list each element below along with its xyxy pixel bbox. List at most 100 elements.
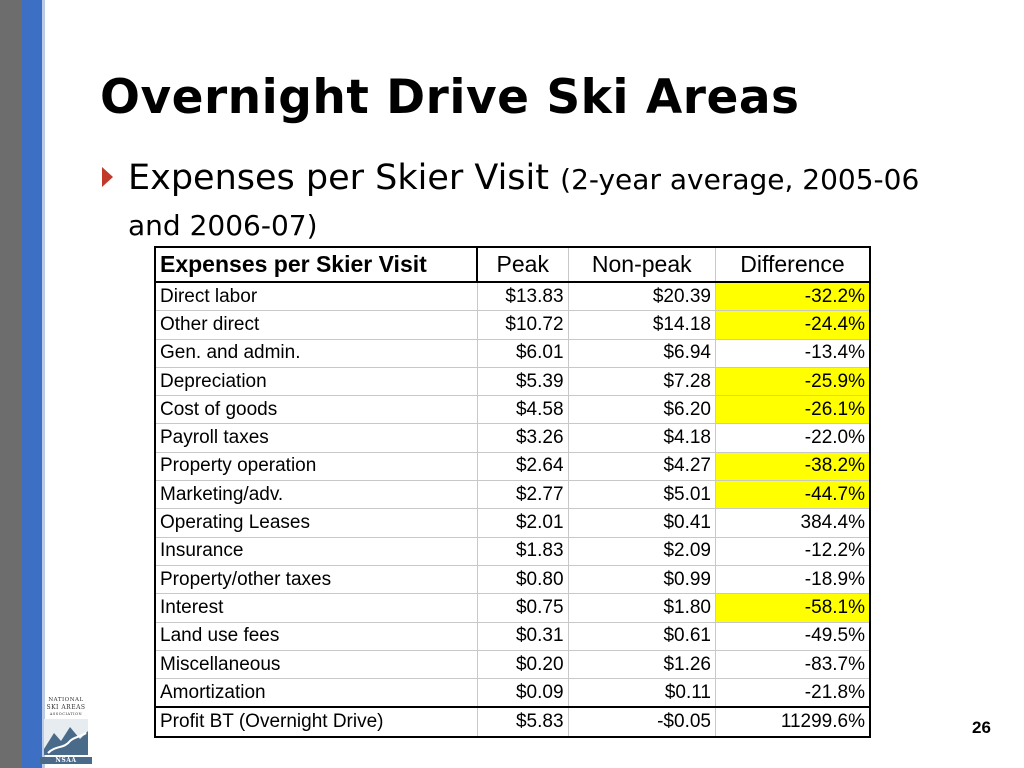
table-row: Land use fees $0.31 $0.61 -49.5% (155, 621, 870, 651)
difference-value: -83.7% (714, 649, 870, 679)
peak-value: $2.77 (476, 480, 569, 509)
peak-value: $0.20 (476, 649, 569, 679)
peak-value: $0.09 (476, 678, 569, 708)
header-peak: Peak (476, 247, 569, 283)
nonpeak-value: $4.27 (567, 451, 716, 481)
bullet-arrow-icon (102, 167, 113, 187)
difference-value: -32.2% (714, 281, 870, 311)
nonpeak-value: $7.28 (567, 366, 716, 396)
table-header-row: Expenses per Skier Visit Peak Non-peak D… (155, 247, 870, 283)
peak-value: $5.39 (476, 366, 569, 396)
nonpeak-value: $14.18 (567, 310, 716, 340)
left-gray-bar (0, 0, 22, 768)
peak-value: $2.01 (476, 508, 569, 538)
expenses-table: Expenses per Skier Visit Peak Non-peak D… (154, 246, 871, 738)
left-blue-bar (22, 0, 42, 768)
header-nonpeak: Non-peak (567, 247, 716, 283)
difference-value: -13.4% (714, 338, 870, 368)
table-row: Amortization $0.09 $0.11 -21.8% (155, 678, 870, 708)
left-light-bar (42, 0, 45, 768)
peak-value: $1.83 (476, 536, 569, 566)
table-row: Cost of goods $4.58 $6.20 -26.1% (155, 395, 870, 424)
row-label: Interest (155, 593, 477, 623)
difference-value: -38.2% (714, 451, 870, 481)
peak-value: $4.58 (476, 395, 569, 424)
difference-value: -26.1% (714, 395, 870, 424)
row-label: Gen. and admin. (155, 338, 477, 368)
nonpeak-value: $6.94 (567, 338, 716, 368)
difference-value: -18.9% (714, 564, 870, 594)
logo-line-4: NSAA (40, 757, 92, 764)
table-row: Property operation $2.64 $4.27 -38.2% (155, 451, 870, 481)
total-label: Profit BT (Overnight Drive) (155, 706, 477, 737)
table-row: Gen. and admin. $6.01 $6.94 -13.4% (155, 338, 870, 368)
logo-line-1: NATIONAL (48, 697, 84, 703)
nonpeak-value: $0.61 (567, 621, 716, 651)
table-row: Other direct $10.72 $14.18 -24.4% (155, 310, 870, 340)
total-difference-value: 11299.6% (714, 706, 870, 737)
mountain-logo-icon (44, 719, 88, 755)
difference-value: 384.4% (714, 508, 870, 538)
logo-line-2: SKI AREAS (46, 704, 86, 711)
row-label: Operating Leases (155, 508, 477, 538)
header-expense-category: Expenses per Skier Visit (155, 247, 478, 283)
nonpeak-value: $6.20 (567, 395, 716, 424)
table-row: Interest $0.75 $1.80 -58.1% (155, 593, 870, 623)
row-label: Miscellaneous (155, 649, 477, 679)
bullet-note-text: (2-year average, 2005-06 and 2006-07) (128, 163, 920, 242)
logo-line-3: ASSOCIATION (49, 712, 83, 716)
row-label: Insurance (155, 536, 477, 566)
bullet-text: Expenses per Skier Visit (2-year average… (128, 156, 948, 248)
nonpeak-value: $0.99 (567, 564, 716, 594)
table-row: Marketing/adv. $2.77 $5.01 -44.7% (155, 480, 870, 509)
difference-value: -21.8% (714, 678, 870, 708)
row-label: Amortization (155, 678, 477, 708)
slide-title: Overnight Drive Ski Areas (100, 70, 800, 125)
peak-value: $2.64 (476, 451, 569, 481)
row-label: Other direct (155, 310, 477, 340)
header-difference: Difference (714, 247, 870, 283)
nonpeak-value: $20.39 (567, 281, 716, 311)
nsaa-logo: NATIONAL SKI AREAS ASSOCIATION NSAA (40, 697, 92, 767)
peak-value: $3.26 (476, 423, 569, 453)
row-label: Cost of goods (155, 395, 477, 424)
table-total-row: Profit BT (Overnight Drive) $5.83 -$0.05… (155, 706, 870, 737)
table-row: Miscellaneous $0.20 $1.26 -83.7% (155, 649, 870, 679)
nonpeak-value: $1.26 (567, 649, 716, 679)
peak-value: $0.80 (476, 564, 569, 594)
nonpeak-value: $1.80 (567, 593, 716, 623)
difference-value: -24.4% (714, 310, 870, 340)
peak-value: $6.01 (476, 338, 569, 368)
bullet-main-text: Expenses per Skier Visit (128, 158, 549, 198)
table-row: Direct labor $13.83 $20.39 -32.2% (155, 281, 870, 311)
peak-value: $13.83 (476, 281, 569, 311)
difference-value: -49.5% (714, 621, 870, 651)
row-label: Marketing/adv. (155, 480, 477, 509)
total-peak-value: $5.83 (476, 706, 569, 737)
difference-value: -25.9% (714, 366, 870, 396)
row-label: Depreciation (155, 366, 477, 396)
nonpeak-value: $0.41 (567, 508, 716, 538)
table-row: Property/other taxes $0.80 $0.99 -18.9% (155, 564, 870, 594)
peak-value: $0.31 (476, 621, 569, 651)
row-label: Property operation (155, 451, 477, 481)
peak-value: $10.72 (476, 310, 569, 340)
page-number: 26 (972, 718, 991, 737)
difference-value: -12.2% (714, 536, 870, 566)
difference-value: -58.1% (714, 593, 870, 623)
nonpeak-value: $5.01 (567, 480, 716, 509)
table-row: Operating Leases $2.01 $0.41 384.4% (155, 508, 870, 538)
peak-value: $0.75 (476, 593, 569, 623)
nonpeak-value: $0.11 (567, 678, 716, 708)
total-nonpeak-value: -$0.05 (567, 706, 716, 737)
nonpeak-value: $4.18 (567, 423, 716, 453)
row-label: Land use fees (155, 621, 477, 651)
table-row: Depreciation $5.39 $7.28 -25.9% (155, 366, 870, 396)
table-row: Insurance $1.83 $2.09 -12.2% (155, 536, 870, 566)
table-row: Payroll taxes $3.26 $4.18 -22.0% (155, 423, 870, 453)
row-label: Direct labor (155, 281, 477, 311)
difference-value: -44.7% (714, 480, 870, 509)
row-label: Property/other taxes (155, 564, 477, 594)
row-label: Payroll taxes (155, 423, 477, 453)
nonpeak-value: $2.09 (567, 536, 716, 566)
